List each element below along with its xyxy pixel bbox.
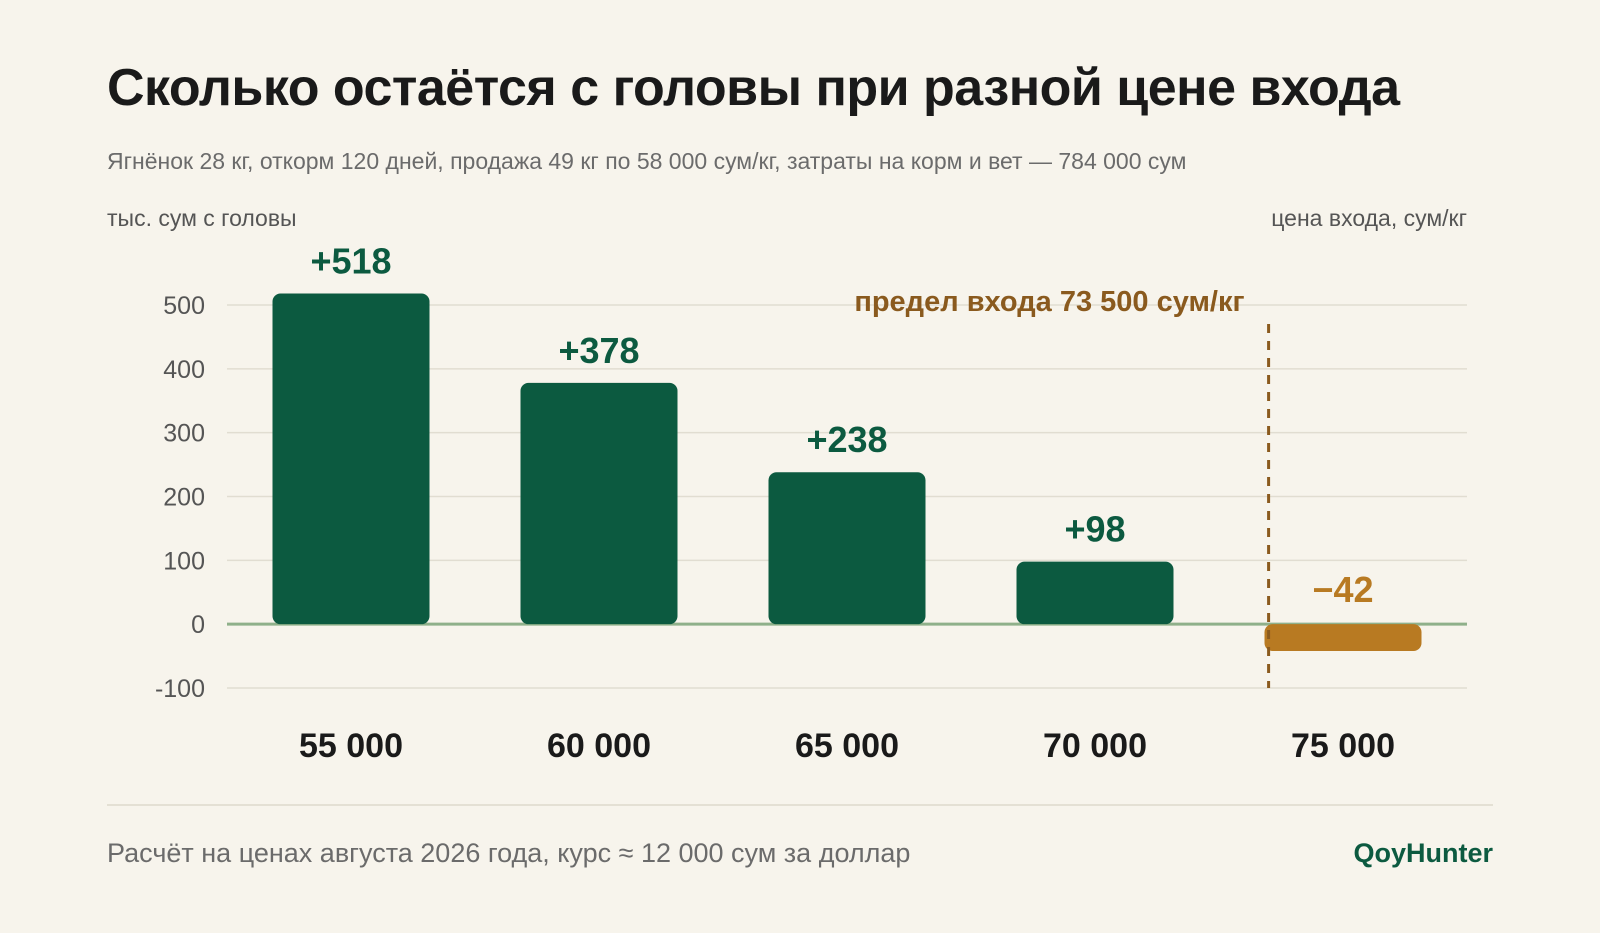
- x-tick-label: 65 000: [795, 727, 899, 765]
- y-tick-label: -100: [155, 675, 205, 703]
- bar: [272, 293, 430, 625]
- bar: [520, 382, 678, 625]
- footer-note: Расчёт на ценах августа 2026 года, курс …: [107, 838, 911, 868]
- y-tick-label: 100: [163, 547, 205, 575]
- value-label: +238: [806, 419, 887, 460]
- limit-label: предел входа 73 500 сум/кг: [854, 286, 1244, 318]
- y-tick-label: 500: [163, 292, 205, 320]
- y-tick-label: 200: [163, 484, 205, 512]
- chart-subtitle: Ягнёнок 28 кг, откорм 120 дней, продажа …: [107, 148, 1187, 174]
- bars: +518 55 000 +378 60 000 +238 65 000 +98 70 000 −…: [272, 241, 1422, 765]
- x-tick-label: 55 000: [299, 727, 403, 765]
- bar: [1016, 561, 1174, 625]
- value-label: +98: [1064, 509, 1125, 550]
- value-label: −42: [1312, 569, 1373, 610]
- x-tick-label: 70 000: [1043, 727, 1147, 765]
- x-tick-label: 75 000: [1291, 727, 1395, 765]
- limit-annotation: предел входа 73 500 сум/кг: [854, 286, 1271, 688]
- y-tick-label: 400: [163, 356, 205, 384]
- footer-divider: [107, 804, 1493, 806]
- y-tick-label: 0: [191, 611, 205, 639]
- bar: [1264, 624, 1422, 651]
- bar: [768, 472, 926, 625]
- chart-title: Сколько остаётся с головы при разной цен…: [107, 59, 1400, 117]
- y-axis-label: тыс. сум с головы: [107, 205, 297, 231]
- brand-logo: QoyHunter: [1353, 838, 1493, 868]
- value-label: +378: [558, 330, 639, 371]
- x-tick-label: 60 000: [547, 727, 651, 765]
- y-tick-label: 300: [163, 420, 205, 448]
- value-label: +518: [310, 241, 391, 282]
- x-axis-label: цена входа, сум/кг: [1271, 205, 1467, 231]
